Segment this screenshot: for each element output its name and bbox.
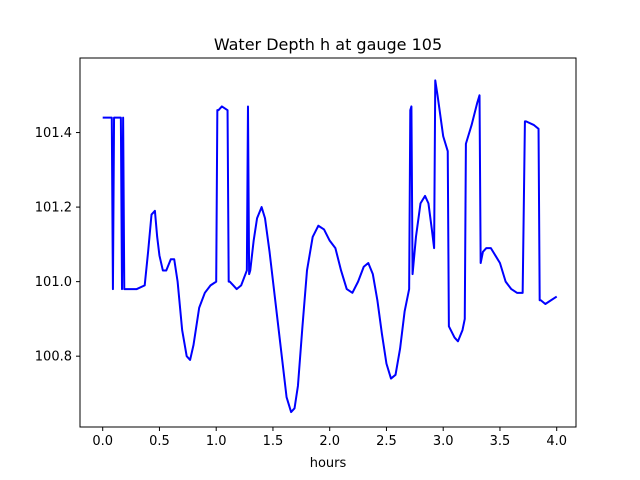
y-tick-label: 101.0 xyxy=(35,275,72,290)
x-tick-label: 2.0 xyxy=(319,434,340,449)
y-tick-label: 101.2 xyxy=(35,201,72,216)
y-axis: 100.8 101.0 101.2 101.4 xyxy=(35,126,80,365)
plot-frame xyxy=(79,57,577,428)
x-tick-label: 3.5 xyxy=(490,434,511,449)
x-tick-label: 3.0 xyxy=(433,434,454,449)
x-tick-label: 0.5 xyxy=(149,434,170,449)
x-tick-label: 1.0 xyxy=(206,434,227,449)
x-axis: 0.0 0.5 1.0 1.5 2.0 2.5 3.0 3.5 4.0 xyxy=(92,427,567,449)
y-tick-label: 100.8 xyxy=(35,350,72,365)
series-line-0 xyxy=(102,79,558,414)
plot-area xyxy=(102,79,558,414)
x-tick-label: 2.5 xyxy=(376,434,397,449)
y-tick-label: 101.4 xyxy=(35,126,72,141)
chart-title: Water Depth h at gauge 105 xyxy=(214,35,442,54)
x-tick-label: 1.5 xyxy=(263,434,284,449)
x-tick-label: 4.0 xyxy=(546,434,567,449)
x-axis-label: hours xyxy=(310,456,347,471)
x-tick-label: 0.0 xyxy=(92,434,113,449)
